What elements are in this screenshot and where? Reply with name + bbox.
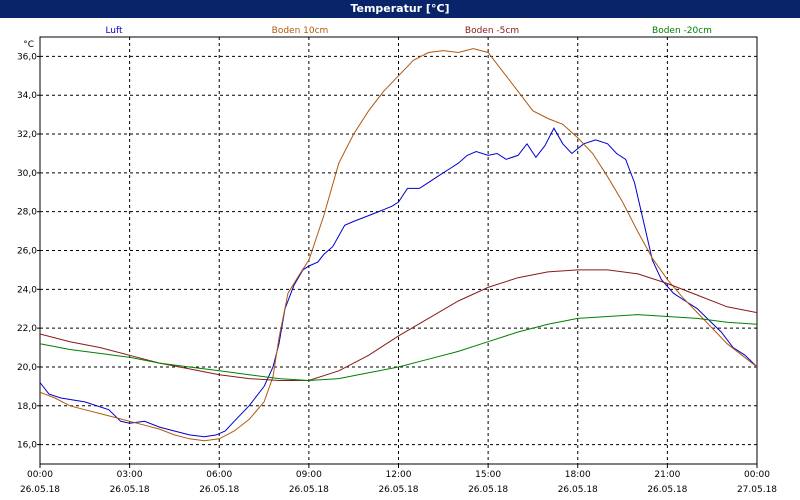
- plot-area-border: [39, 36, 758, 465]
- y-tick-label: 28,0: [17, 208, 37, 218]
- temperature-chart: 16,0 18,0 20,0 22,0 24,0 26,0 28,0 30,0 32,0 34,0…: [17, 26, 777, 495]
- y-tick-label: 32,0: [17, 130, 37, 140]
- x-tick-time-label: 00:00: [27, 470, 53, 480]
- legend-entry-2: Boden 10cm: [272, 26, 329, 36]
- x-tick-time-label: 00:00: [744, 470, 770, 480]
- x-tick-date-label: 26.05.18: [558, 485, 598, 495]
- x-tick-date-label: 26.05.18: [378, 485, 418, 495]
- x-tick-time-label: 21:00: [654, 470, 680, 480]
- y-tick-label: 34,0: [17, 91, 37, 101]
- y-tick-label: 30,0: [17, 169, 37, 179]
- y-tick-label: 20,0: [17, 363, 37, 373]
- x-tick-date-label: 26.05.18: [110, 485, 150, 495]
- x-tick-time-label: 12:00: [386, 470, 412, 480]
- x-tick-time-label: 09:00: [296, 470, 322, 480]
- x-tick-date-label: 26.05.18: [647, 485, 687, 495]
- y-tick-label: 26,0: [17, 247, 37, 257]
- y-tick-label: 16,0: [17, 441, 37, 451]
- legend-entry-3: Boden -5cm: [465, 26, 519, 36]
- chart-title: Temperatur [°C]: [0, 0, 800, 18]
- x-tick-time-label: 18:00: [565, 470, 591, 480]
- y-tick-label: 24,0: [17, 285, 37, 295]
- legend-entry-1: Luft: [105, 26, 123, 36]
- series-line-4: [39, 314, 758, 382]
- series-line-1: [39, 127, 758, 438]
- legend-entry-4: Boden -20cm: [652, 26, 712, 36]
- x-tick-date-label: 26.05.18: [20, 485, 60, 495]
- x-tick-date-label: 27.05.18: [737, 485, 777, 495]
- x-tick-time-label: 03:00: [117, 470, 143, 480]
- y-tick-label: 22,0: [17, 324, 37, 334]
- x-tick-date-label: 26.05.18: [468, 485, 508, 495]
- x-tick-time-label: 06:00: [206, 470, 232, 480]
- y-tick-label: 18,0: [17, 402, 37, 412]
- y-tick-label: 36,0: [17, 52, 37, 62]
- x-tick-date-label: 26.05.18: [199, 485, 239, 495]
- x-tick-time-label: 15:00: [475, 470, 501, 480]
- x-tick-date-label: 26.05.18: [289, 485, 329, 495]
- series-line-2: [39, 48, 758, 442]
- y-unit-label: °C: [23, 40, 34, 50]
